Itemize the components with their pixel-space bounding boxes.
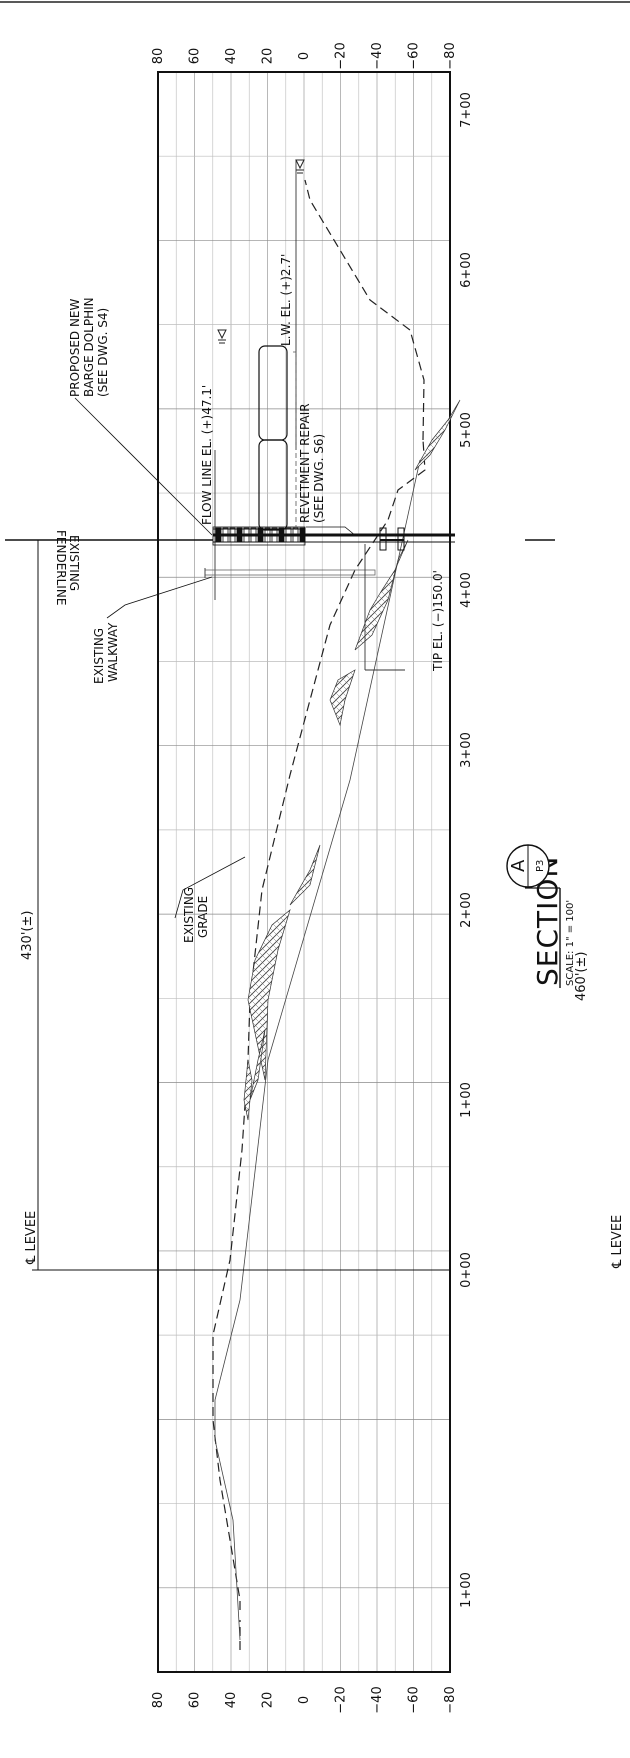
elevation-label-bottom: 80 [151, 1692, 166, 1709]
section-scale: SCALE: 1" = 100' [565, 900, 576, 986]
plot-frame [157, 71, 451, 1673]
low-water-label: L.W. EL. (+)2.7' [279, 254, 293, 346]
fender-pile [250, 527, 257, 543]
fender-pile [257, 527, 264, 543]
flow-line-marker [217, 329, 227, 344]
riprap-area-1 [247, 908, 291, 1081]
flow-line-label: FLOW LINE EL. (+)47.1' [200, 385, 214, 525]
fender-pile [278, 527, 285, 543]
station-label: 1+00 [459, 1572, 474, 1608]
elevation-label-top: −80 [443, 42, 458, 69]
elevation-label-bottom: 0 [297, 1696, 312, 1704]
elevation-axis-top: 80 60 40 20 0 −20 −40 −60 −80 [151, 42, 458, 69]
proposed-barge-dolphin [258, 345, 297, 531]
fender-pile [285, 527, 292, 543]
elevation-label-bottom: −40 [370, 1686, 385, 1713]
grade-label-2: GRADE [196, 896, 210, 938]
elevation-label-top: 60 [188, 48, 203, 65]
riprap-area-3 [329, 669, 356, 727]
riprap-area-2 [289, 844, 321, 906]
grid [158, 72, 450, 1672]
proposed-label-2: BARGE DOLPHIN [82, 297, 96, 397]
elevation-label-top: −20 [334, 42, 349, 69]
proposed-label-3: (SEE DWG. S4) [96, 308, 110, 397]
station-label: 6+00 [459, 252, 474, 288]
elevation-label-bottom: −20 [334, 1686, 349, 1713]
elevation-axis-bottom: 80 60 40 20 0 −20 −40 −60 −80 [151, 1686, 458, 1713]
riprap-area-7 [243, 1059, 253, 1121]
station-label: 1+00 [459, 1082, 474, 1118]
tip-label: TIP EL. (−)150.0' [431, 570, 445, 672]
riprap-area-5 [414, 399, 461, 471]
callout-letter: A [508, 859, 529, 872]
elevation-label-top: 80 [151, 48, 166, 65]
elevation-label-bottom: 60 [188, 1692, 203, 1709]
low-water-marker [295, 159, 305, 174]
fender-pile [236, 527, 243, 543]
station-label: 0+00 [459, 1252, 474, 1288]
revetment-label-1: REVETMENT REPAIR [298, 403, 312, 523]
dimension-430 [32, 539, 50, 1271]
elevation-label-top: 40 [224, 48, 239, 65]
fender-pile [271, 527, 278, 543]
existing-walkway [204, 568, 376, 578]
revetment-leader [306, 526, 357, 537]
fender-pile [243, 527, 250, 543]
fender-pile [229, 527, 236, 543]
existing-fenderline-structure [212, 526, 455, 551]
elevation-label-top: 20 [261, 48, 276, 65]
riprap-area-4 [354, 539, 409, 651]
walkway-leader [106, 576, 213, 619]
proposed-label-1: PROPOSED NEW [68, 298, 82, 397]
existing-grade-line [212, 439, 426, 1650]
fender-pile [264, 527, 271, 543]
elevation-label-top: −60 [407, 42, 422, 69]
station-label: 7+00 [459, 92, 474, 128]
fender-pile [292, 527, 299, 543]
existing-grade-line-upper [304, 179, 425, 441]
station-label: 3+00 [459, 732, 474, 768]
elevation-label-bottom: 20 [261, 1692, 276, 1709]
walkway-label-1: EXISTING [92, 628, 106, 684]
levee-label-bottom: ℄ LEVEE [610, 1215, 625, 1269]
riprap-area-6 [249, 1029, 266, 1101]
existing-fenderline-label-2: FENDERLINE [54, 530, 68, 605]
station-label: 2+00 [459, 892, 474, 928]
dimension-430-label: 430'(±) [20, 911, 35, 960]
fender-pile [215, 527, 222, 543]
grade-leader [174, 856, 246, 919]
walkway-label-2: WALKWAY [106, 622, 120, 682]
existing-fenderline-label-1: EXISTING [67, 535, 81, 591]
revetment-label-2: (SEE DWG. S6) [312, 434, 326, 523]
callout-sheet: P3 [535, 860, 546, 872]
elevation-label-bottom: −60 [407, 1686, 422, 1713]
elevation-label-bottom: −80 [443, 1686, 458, 1713]
levee-label-top: ℄ LEVEE [24, 1211, 39, 1265]
station-label: 4+00 [459, 572, 474, 608]
elevation-label-bottom: 40 [224, 1692, 239, 1709]
survey-line [214, 459, 421, 1641]
elevation-label-top: −40 [370, 42, 385, 69]
dimension-460-label: 460'(±) [574, 952, 589, 1001]
proposed-leader [74, 397, 213, 536]
station-axis: 1+00 0+00 1+00 2+00 3+00 4+00 5+00 6+00 7+00 [459, 92, 474, 1608]
fender-pile [222, 527, 229, 543]
fender-pile [299, 527, 306, 543]
station-label: 5+00 [459, 412, 474, 448]
grade-label-1: EXISTING [182, 887, 196, 943]
elevation-label-top: 0 [297, 52, 312, 60]
